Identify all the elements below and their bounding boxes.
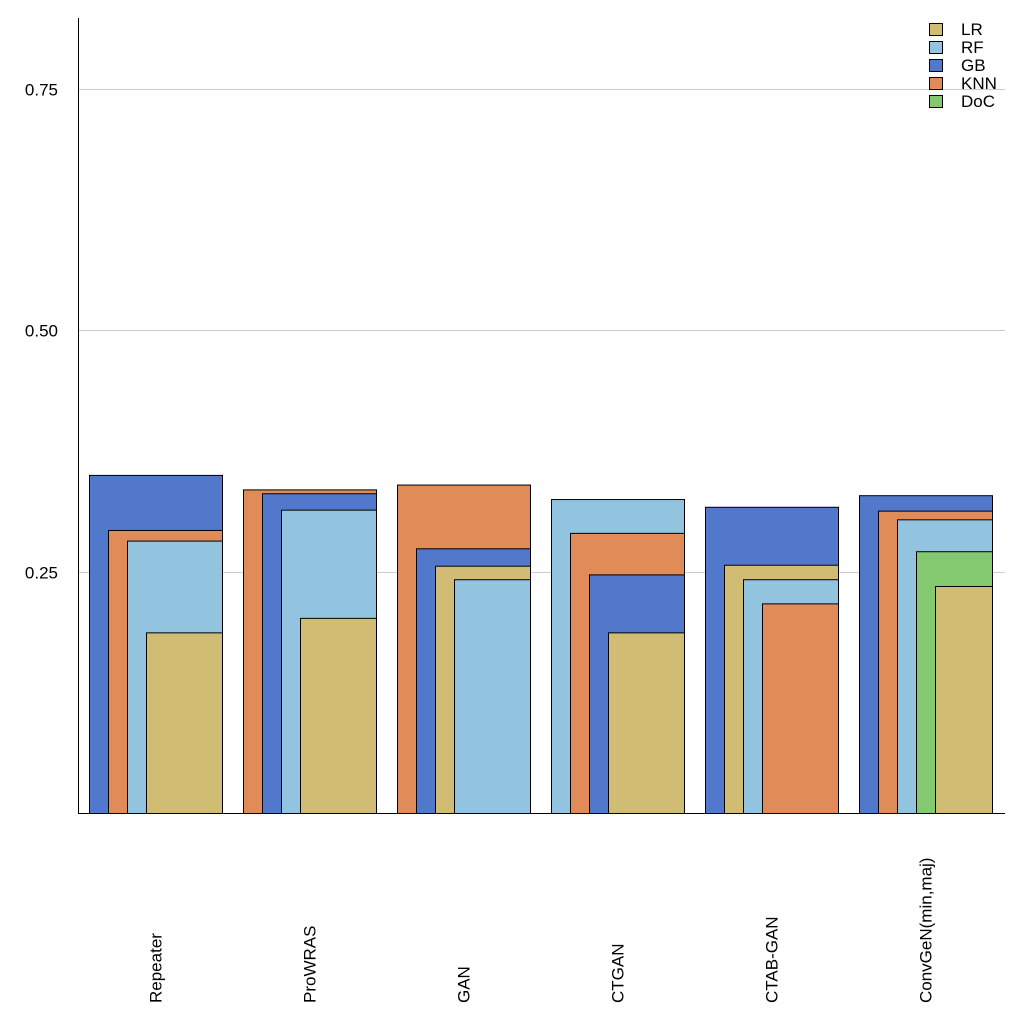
legend-swatch-lr [929,23,943,36]
y-tick-labels: 0.25 0.50 0.75 [25,81,58,583]
bar-lr-repeater [146,632,223,814]
x-tick-labels: Repeater ProWRAS GAN CTGAN CTAB-GAN ConvGeN(m… [147,858,936,1003]
legend-label: RF [961,38,984,57]
x-tick-label: Repeater [147,933,166,1003]
legend-label: KNN [961,74,997,93]
y-tick-label: 0.75 [25,81,58,100]
legend-swatch-rf [929,41,943,54]
x-tick-label: ProWRAS [301,926,320,1003]
bar-knn-ctab-gan [762,603,839,814]
bar-lr-ctgan [608,632,685,814]
legend-label: DoC [961,92,995,111]
bar-lr-convgen-min-maj- [935,585,993,814]
legend-label: LR [961,20,983,39]
legend-label: GB [961,56,986,75]
x-tick-label: GAN [455,966,474,1003]
x-tick-label: CTGAN [609,944,628,1004]
bar-lr-prowras [300,617,377,814]
y-tick-label: 0.25 [25,564,58,583]
bars [89,474,993,815]
y-tick-label: 0.50 [25,322,58,341]
x-tick-label: CTAB-GAN [763,916,782,1003]
grid-lines [78,89,1005,573]
bar-rf-gan [454,579,531,815]
legend-swatch-doc [929,95,943,108]
legend-swatch-gb [929,59,943,72]
x-tick-label: ConvGeN(min,maj) [917,858,936,1003]
legend-swatch-knn [929,77,943,90]
